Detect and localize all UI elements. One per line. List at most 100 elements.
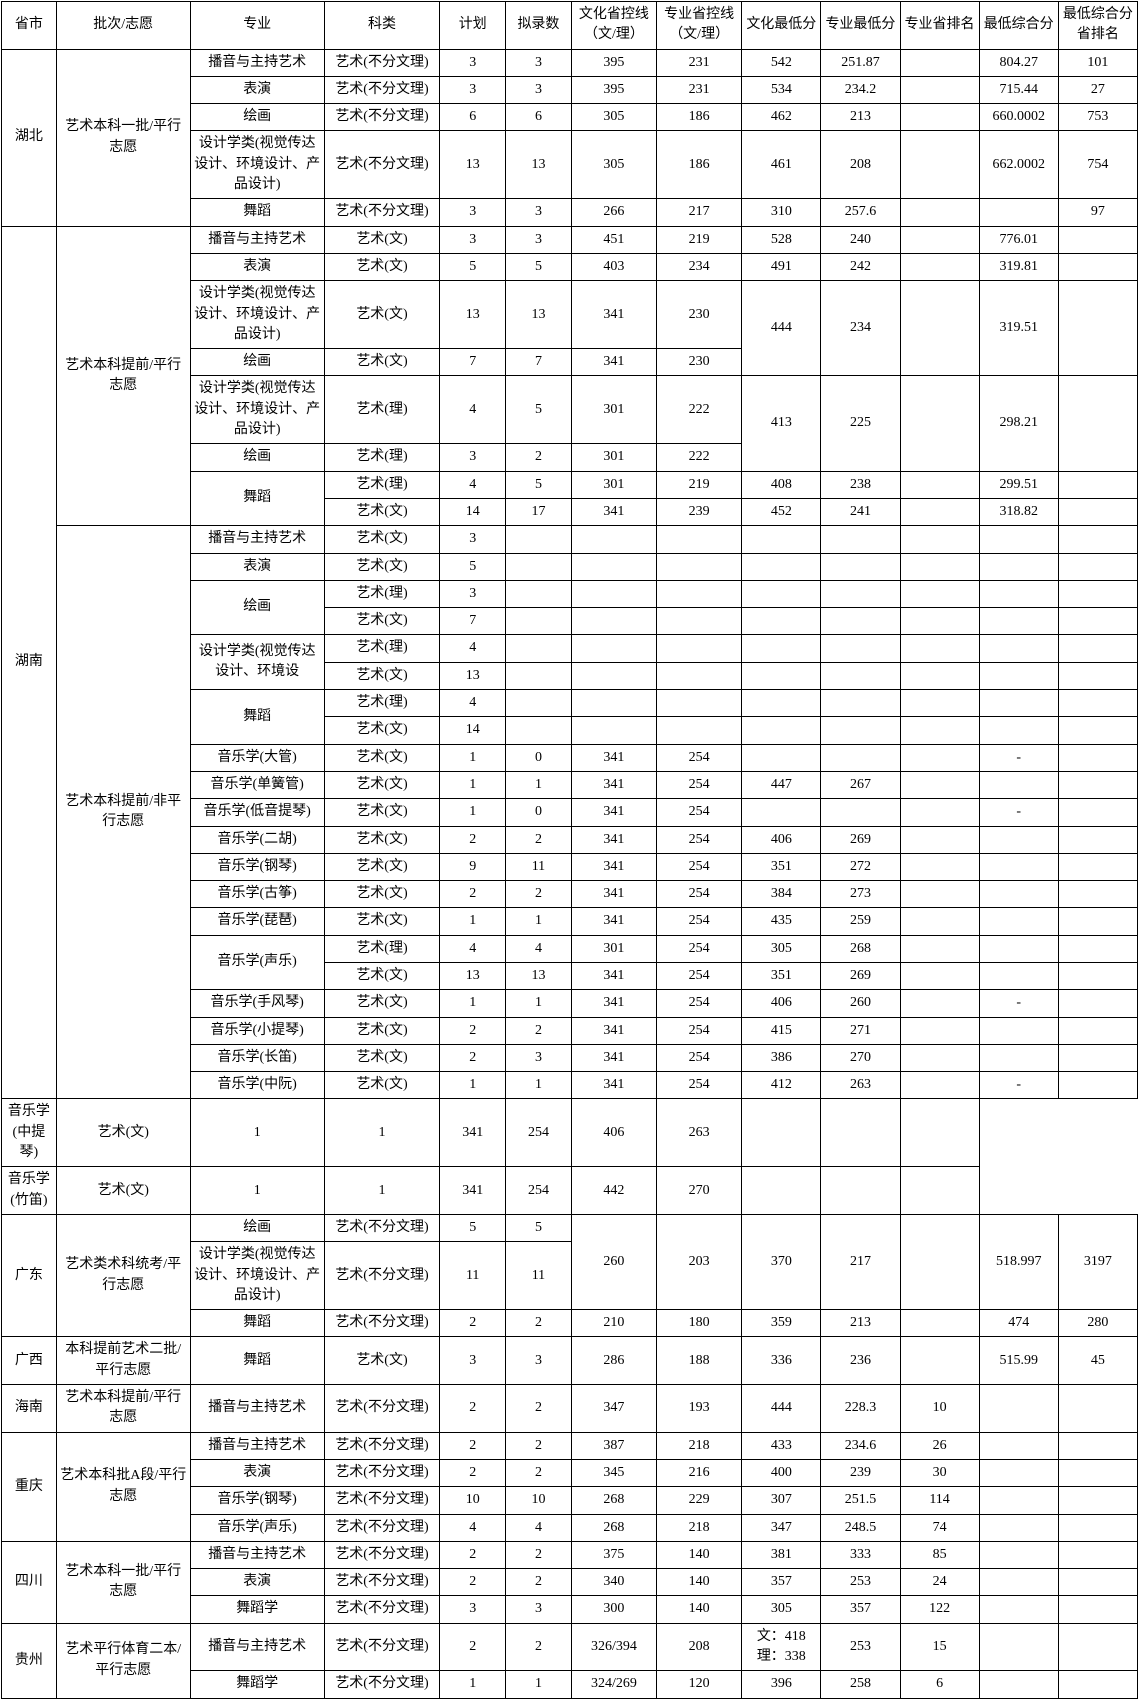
- cell: 艺术(文): [324, 908, 440, 935]
- cell: [742, 1167, 821, 1215]
- cell: 267: [821, 771, 900, 798]
- cell: 270: [821, 1044, 900, 1071]
- cell: 254: [657, 799, 742, 826]
- cell: [506, 690, 572, 717]
- cell: 254: [657, 1072, 742, 1099]
- cell: 艺术本科批A段/平行志愿: [56, 1432, 190, 1541]
- table-row: 广西本科提前艺术二批/平行志愿舞蹈艺术(文)33286188336236515.…: [2, 1337, 1138, 1385]
- cell: 13: [506, 281, 572, 349]
- cell: 艺术(文): [324, 881, 440, 908]
- cell: 13: [440, 281, 506, 349]
- cell: 艺术(不分文理): [324, 131, 440, 199]
- cell: 491: [742, 253, 821, 280]
- cell: 舞蹈: [190, 1310, 324, 1337]
- cell: 444: [742, 281, 821, 376]
- cell: 254: [657, 826, 742, 853]
- cell: [506, 635, 572, 662]
- cell: 341: [440, 1167, 506, 1215]
- cell: [571, 553, 656, 580]
- cell: 359: [742, 1310, 821, 1337]
- cell: 301: [571, 935, 656, 962]
- cell: 2: [506, 1541, 572, 1568]
- cell: 11: [506, 853, 572, 880]
- cell: 218: [657, 1432, 742, 1459]
- cell: [1058, 799, 1137, 826]
- cell: 1: [506, 990, 572, 1017]
- cell: 3: [440, 580, 506, 607]
- cell: 艺术(文): [324, 1017, 440, 1044]
- cell: [1058, 553, 1137, 580]
- cell: 341: [571, 799, 656, 826]
- cell: 776.01: [979, 226, 1058, 253]
- cell: [1058, 717, 1137, 744]
- cell: 234: [657, 253, 742, 280]
- cell: [571, 526, 656, 553]
- cell: 74: [900, 1514, 979, 1541]
- cell: 1: [506, 908, 572, 935]
- cell: 193: [657, 1385, 742, 1433]
- cell: 219: [657, 226, 742, 253]
- cell: 2: [440, 1385, 506, 1433]
- cell: [742, 690, 821, 717]
- cell: 3: [440, 1337, 506, 1385]
- cell: 4: [506, 1514, 572, 1541]
- cell: 345: [571, 1459, 656, 1486]
- cell: 音乐学(古筝): [190, 881, 324, 908]
- cell: 254: [657, 771, 742, 798]
- cell: [821, 608, 900, 635]
- cell: 298.21: [979, 376, 1058, 471]
- cell: 5: [506, 471, 572, 498]
- cell: 表演: [190, 253, 324, 280]
- cell: 186: [657, 131, 742, 199]
- cell: 绘画: [190, 349, 324, 376]
- table-row: 四川艺术本科一批/平行志愿播音与主持艺术艺术(不分文理)223751403813…: [2, 1541, 1138, 1568]
- cell: [1058, 226, 1137, 253]
- col-header: 拟录数: [506, 2, 572, 50]
- cell: [979, 1017, 1058, 1044]
- cell: 140: [657, 1541, 742, 1568]
- cell: 2: [506, 444, 572, 471]
- cell: [821, 1099, 900, 1167]
- cell: [1058, 853, 1137, 880]
- cell: [979, 526, 1058, 553]
- cell: 26: [900, 1432, 979, 1459]
- cell: 艺术(理): [324, 444, 440, 471]
- cell: [1058, 990, 1137, 1017]
- cell: 播音与主持艺术: [190, 1623, 324, 1671]
- cell: [900, 104, 979, 131]
- cell: 319.51: [979, 281, 1058, 376]
- cell: 艺术本科提前/非平行志愿: [56, 526, 190, 1099]
- cell: [1058, 1432, 1137, 1459]
- cell: 351: [742, 962, 821, 989]
- cell: [657, 717, 742, 744]
- cell: 251.87: [821, 49, 900, 76]
- cell: 5: [506, 1214, 572, 1241]
- cell: [900, 690, 979, 717]
- cell: [979, 1569, 1058, 1596]
- cell: 461: [742, 131, 821, 199]
- cell: [742, 526, 821, 553]
- cell: 广东: [2, 1214, 57, 1336]
- cell: 表演: [190, 1569, 324, 1596]
- cell: [979, 1044, 1058, 1071]
- cell: 绘画: [190, 1214, 324, 1241]
- cell: 357: [742, 1569, 821, 1596]
- cell: 10: [900, 1385, 979, 1433]
- cell: 海南: [2, 1385, 57, 1433]
- cell: 231: [657, 49, 742, 76]
- cell: 1: [440, 908, 506, 935]
- cell: [900, 226, 979, 253]
- cell: 设计学类(视觉传达设计、环境设计、产品设计): [190, 131, 324, 199]
- cell: [657, 553, 742, 580]
- cell: 447: [742, 771, 821, 798]
- cell: [979, 881, 1058, 908]
- cell: 518.997: [979, 1214, 1058, 1309]
- cell: 238: [821, 471, 900, 498]
- cell: [742, 608, 821, 635]
- cell: 音乐学(钢琴): [190, 1487, 324, 1514]
- cell: 3: [440, 1596, 506, 1623]
- cell: [979, 935, 1058, 962]
- cell: [900, 908, 979, 935]
- cell: 186: [657, 104, 742, 131]
- cell: [1058, 1514, 1137, 1541]
